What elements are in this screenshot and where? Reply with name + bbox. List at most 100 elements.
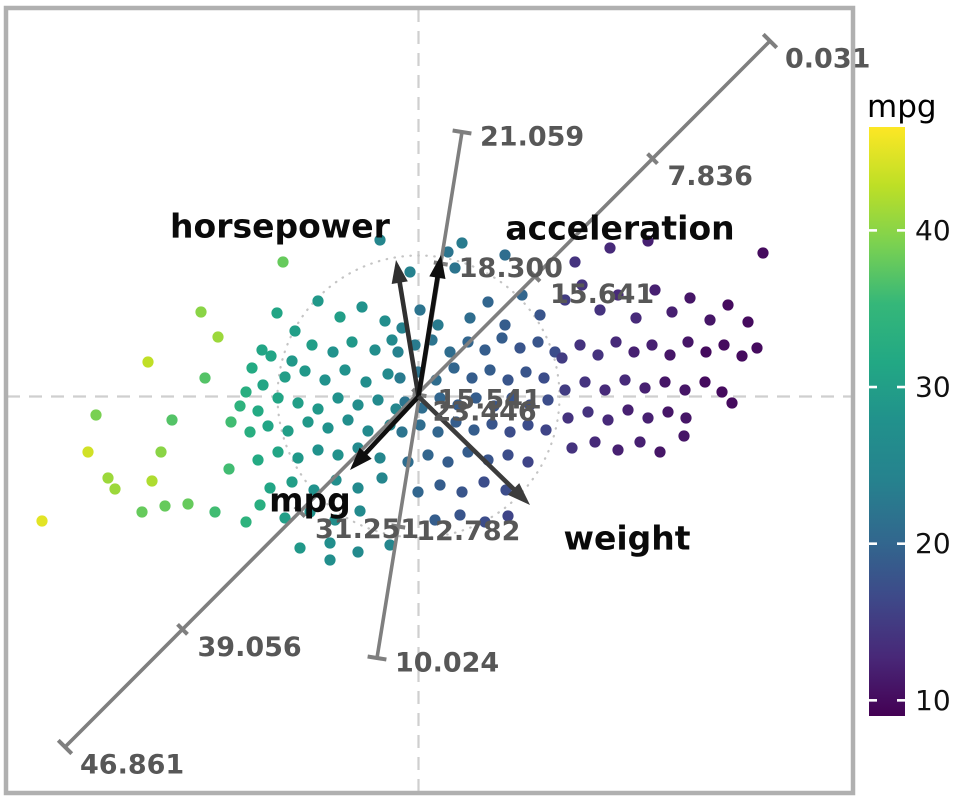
scatter-point [639, 382, 651, 394]
scatter-point [540, 424, 552, 436]
scatter-point [234, 400, 246, 412]
scatter-point [456, 237, 468, 249]
scatter-point [456, 486, 468, 498]
scatter-point [556, 352, 568, 364]
scatter-point [610, 336, 622, 348]
scatter-point [396, 426, 408, 438]
scatter-point [704, 314, 716, 326]
scatter-point [452, 399, 464, 411]
scatter-point [454, 509, 466, 521]
scatter-point [442, 456, 454, 468]
scatter-point [682, 336, 694, 348]
scatter-point [342, 414, 354, 426]
scatter-point [352, 399, 364, 411]
acceleration-axis-tick-label: 18.300 [459, 253, 563, 284]
scatter-point [422, 449, 434, 461]
scatter-point [722, 299, 734, 311]
scatter-point [327, 346, 339, 358]
scatter-point [628, 346, 640, 358]
colorbar: mpg 10 20 30 40 [867, 89, 951, 717]
scatter-point [662, 406, 674, 418]
scatter-point [684, 292, 696, 304]
scatter-point [384, 539, 396, 551]
scatter-point [332, 392, 344, 404]
colorbar-tick-label: 20 [915, 527, 951, 560]
scatter-point [271, 307, 283, 319]
scatter-point [324, 554, 336, 566]
scatter-point [566, 442, 578, 454]
scatter-point [479, 344, 491, 356]
arrow-horsepower [391, 260, 421, 397]
scatter-point [479, 516, 491, 528]
scatter-point [718, 339, 730, 351]
scatter-point [499, 319, 511, 331]
scatter-point [264, 482, 276, 494]
scatter-point [254, 499, 266, 511]
arrow-acceleration-shaft [416, 267, 442, 397]
scatter-point [82, 446, 94, 458]
scatter-point [502, 449, 514, 461]
scatter-point [372, 394, 384, 406]
mpg-axis-tick [528, 269, 542, 283]
variable-label-horsepower: horsepower [170, 207, 391, 246]
scatter-point [466, 372, 478, 384]
scatter-point [195, 306, 207, 318]
scatter-point [102, 472, 114, 484]
scatter-point [449, 262, 461, 274]
scatter-point [286, 355, 298, 367]
scatter-point [272, 446, 284, 458]
scatter-point [279, 371, 291, 383]
scatter-point [36, 515, 48, 527]
scatter-point [286, 476, 298, 488]
scatter-point [622, 404, 634, 416]
scatter-point [306, 339, 318, 351]
arrow-weight [416, 394, 530, 505]
variable-arrows [350, 255, 530, 505]
scatter-point [392, 346, 404, 358]
acceleration-axis-tick-label: 15.541 [438, 385, 542, 416]
scatter-point [212, 331, 224, 343]
scatter-point [751, 342, 763, 354]
scatter-point [506, 392, 518, 404]
scatter-point [599, 384, 611, 396]
arrow-weight-shaft [416, 394, 523, 498]
arrow-mpg [350, 394, 421, 470]
scatter-point [312, 295, 324, 307]
scatter-point [522, 419, 534, 431]
scatter-point [432, 319, 444, 331]
scatter-point [412, 486, 424, 498]
scatter-point [379, 315, 391, 327]
scatter-point [612, 289, 624, 301]
scatter-point [700, 346, 712, 358]
scatter-point [574, 339, 586, 351]
gridlines [7, 9, 852, 791]
scatter-point [304, 506, 316, 518]
scatter-point [589, 436, 601, 448]
scatter-point [642, 412, 654, 424]
mpg-axis-tick [56, 738, 74, 756]
scatter-point [369, 344, 381, 356]
scatter-point [109, 483, 121, 495]
scatter-point [464, 312, 476, 324]
scatter-point [502, 510, 514, 522]
scatter-point [382, 368, 394, 380]
scatter-point [592, 349, 604, 361]
scatter-point [332, 449, 344, 461]
arrow-mpg-head [350, 447, 372, 470]
scatter-point [534, 309, 546, 321]
acceleration-axis-tick-label: 21.059 [480, 122, 584, 153]
scatter-point [319, 374, 331, 386]
scatter-point [142, 356, 154, 368]
scatter-point [486, 418, 498, 430]
scatter-point [240, 386, 252, 398]
scatter-point [404, 266, 416, 278]
scatter-point [502, 374, 514, 386]
scatter-point [664, 349, 676, 361]
scatter-point [225, 416, 237, 428]
scatter-point [146, 475, 158, 487]
mpg-axis-tick [293, 505, 307, 519]
plot-frame [3, 5, 856, 796]
scatter-point [294, 542, 306, 554]
colorbar-tick-labels: 10 20 30 40 [915, 214, 951, 717]
